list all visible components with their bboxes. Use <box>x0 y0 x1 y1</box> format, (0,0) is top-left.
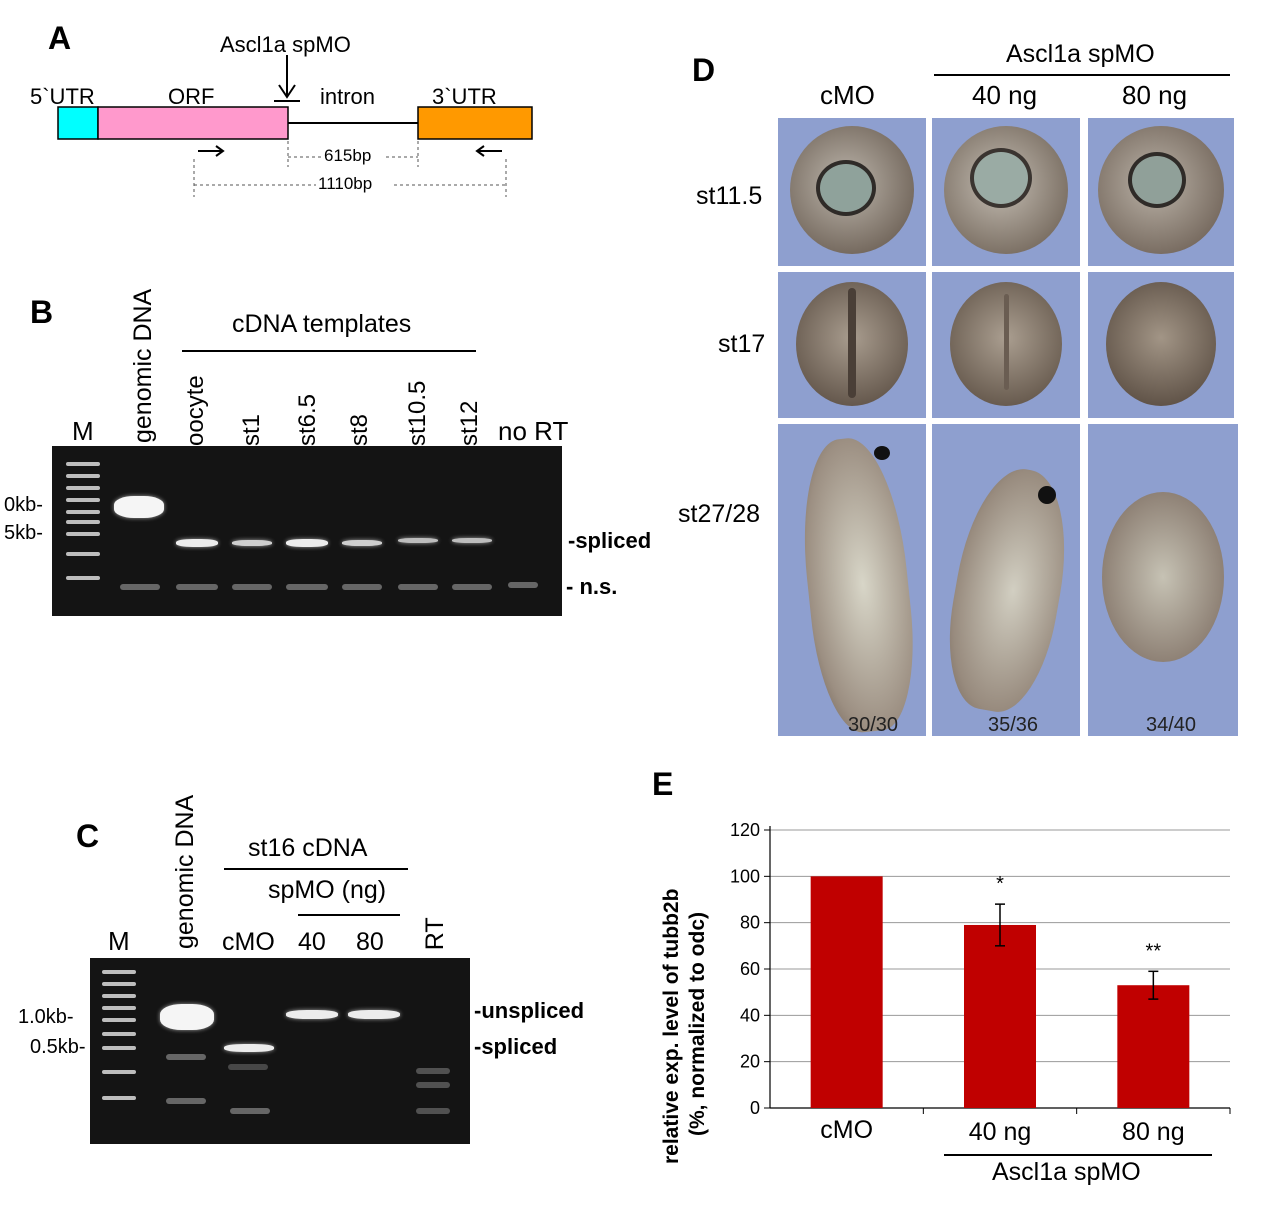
band-label-spliced-c: -spliced <box>474 1034 558 1059</box>
lane-label-st6-5: st6.5 <box>294 393 321 446</box>
y-tick-label: 20 <box>740 1052 760 1072</box>
embryo-photo-cmo-st11-5 <box>778 118 926 266</box>
c-lane-label-genomic: genomic DNA <box>171 794 199 949</box>
y-tick-label: 80 <box>740 913 760 933</box>
d-group-label: Ascl1a spMO <box>1006 40 1155 68</box>
lane-label-st10-5: st10.5 <box>404 380 431 446</box>
y-axis-label-line1: relative exp. level of tubb2b <box>660 888 683 1164</box>
lane-label-st12: st12 <box>456 400 483 446</box>
lane-label-st1: st1 <box>238 413 265 446</box>
y-axis-label-line2: (%, normalized to odc) <box>686 911 709 1136</box>
cdna-header-line <box>182 350 476 352</box>
count-cmo: 30/30 <box>848 714 899 736</box>
panel-b-letter: B <box>30 294 54 330</box>
x-group-label: Ascl1a spMO <box>992 1158 1141 1186</box>
lane-label-genomic: genomic DNA <box>129 288 157 443</box>
embryo-photo-40ng-st17 <box>932 272 1080 418</box>
count-80ng: 34/40 <box>1146 714 1197 736</box>
panel-d-letter: D <box>692 52 716 88</box>
significance-marker: * <box>996 873 1004 895</box>
significance-marker: ** <box>1146 940 1162 962</box>
d-group-line <box>934 74 1230 76</box>
panel-a-letter: A <box>48 20 72 56</box>
d-col-80ng: 80 ng <box>1122 80 1188 110</box>
bar-2 <box>964 924 1036 1108</box>
bar-3 <box>1117 985 1190 1108</box>
d-col-cmo: cMO <box>820 80 875 110</box>
c-lane-label-m: M <box>108 926 130 956</box>
c-lane-label-40: 40 <box>298 928 326 956</box>
gel-image-b <box>52 446 562 616</box>
y-tick-label: 60 <box>740 959 760 979</box>
embryo-photo-80ng-st17 <box>1088 272 1234 418</box>
embryo-photo-40ng-st11-5 <box>932 118 1080 266</box>
spmo-ng-header: spMO (ng) <box>268 876 387 904</box>
c-lane-label-80: 80 <box>356 928 384 956</box>
embryo-photo-80ng-st11-5 <box>1088 118 1234 266</box>
c-lane-label-cmo: cMO <box>222 928 275 956</box>
marker-0-5kb: 0.5kb- <box>30 1036 86 1058</box>
x-category-label: 40 ng <box>969 1118 1032 1146</box>
panel-c-letter: C <box>76 818 100 854</box>
marker-1kb: 1.0kb- <box>18 1006 74 1028</box>
gene-schematic <box>57 55 533 197</box>
d-row-st11-5: st11.5 <box>696 182 763 210</box>
y-tick-label: 120 <box>730 820 760 840</box>
embryo-photo-cmo-st17 <box>778 272 926 418</box>
d-col-40ng: 40 ng <box>972 80 1038 110</box>
length-1110-label: 1110bp <box>318 174 373 193</box>
d-row-st27-28: st27/28 <box>678 500 761 528</box>
intron-label: intron <box>320 84 376 109</box>
cdna-templates-header: cDNA templates <box>232 310 412 338</box>
y-tick-label: 40 <box>740 1005 760 1025</box>
y-tick-label: 0 <box>750 1098 760 1118</box>
orf-label: ORF <box>168 84 215 109</box>
panel-e-letter: E <box>652 766 674 802</box>
lane-label-st8: st8 <box>346 413 373 446</box>
embryo-photo-40ng-st27-28 <box>932 424 1080 736</box>
marker-5kb: 5kb- <box>4 522 43 544</box>
st16-header: st16 cDNA <box>248 834 368 862</box>
gel-image-c <box>90 958 470 1144</box>
d-row-st17: st17 <box>718 330 766 358</box>
count-40ng: 35/36 <box>988 714 1039 736</box>
spmo-header-line <box>298 914 400 916</box>
bar-1 <box>810 876 883 1108</box>
embryo-photo-cmo-st27-28 <box>778 424 926 736</box>
embryo-photo-80ng-st27-28 <box>1088 424 1238 736</box>
band-label-spliced-b: -spliced <box>568 528 652 553</box>
y-tick-label: 100 <box>730 866 760 886</box>
length-615-label: 615bp <box>324 146 372 165</box>
band-label-ns: - n.s. <box>566 574 618 599</box>
x-category-label: cMO <box>820 1116 873 1144</box>
lane-label-oocyte: oocyte <box>182 375 209 446</box>
x-category-label: 80 ng <box>1122 1118 1185 1146</box>
band-label-unspliced: -unspliced <box>474 998 585 1023</box>
marker-0kb: 0kb- <box>4 494 43 516</box>
utr5-label: 5`UTR <box>30 84 95 109</box>
morpholino-label: Ascl1a spMO <box>220 32 351 57</box>
lane-label-m: M <box>72 416 94 446</box>
x-group-line <box>944 1154 1212 1156</box>
lane-label-no-rt: no RT <box>498 416 569 446</box>
utr3-label: 3`UTR <box>432 84 497 109</box>
st16-header-line <box>224 868 408 870</box>
